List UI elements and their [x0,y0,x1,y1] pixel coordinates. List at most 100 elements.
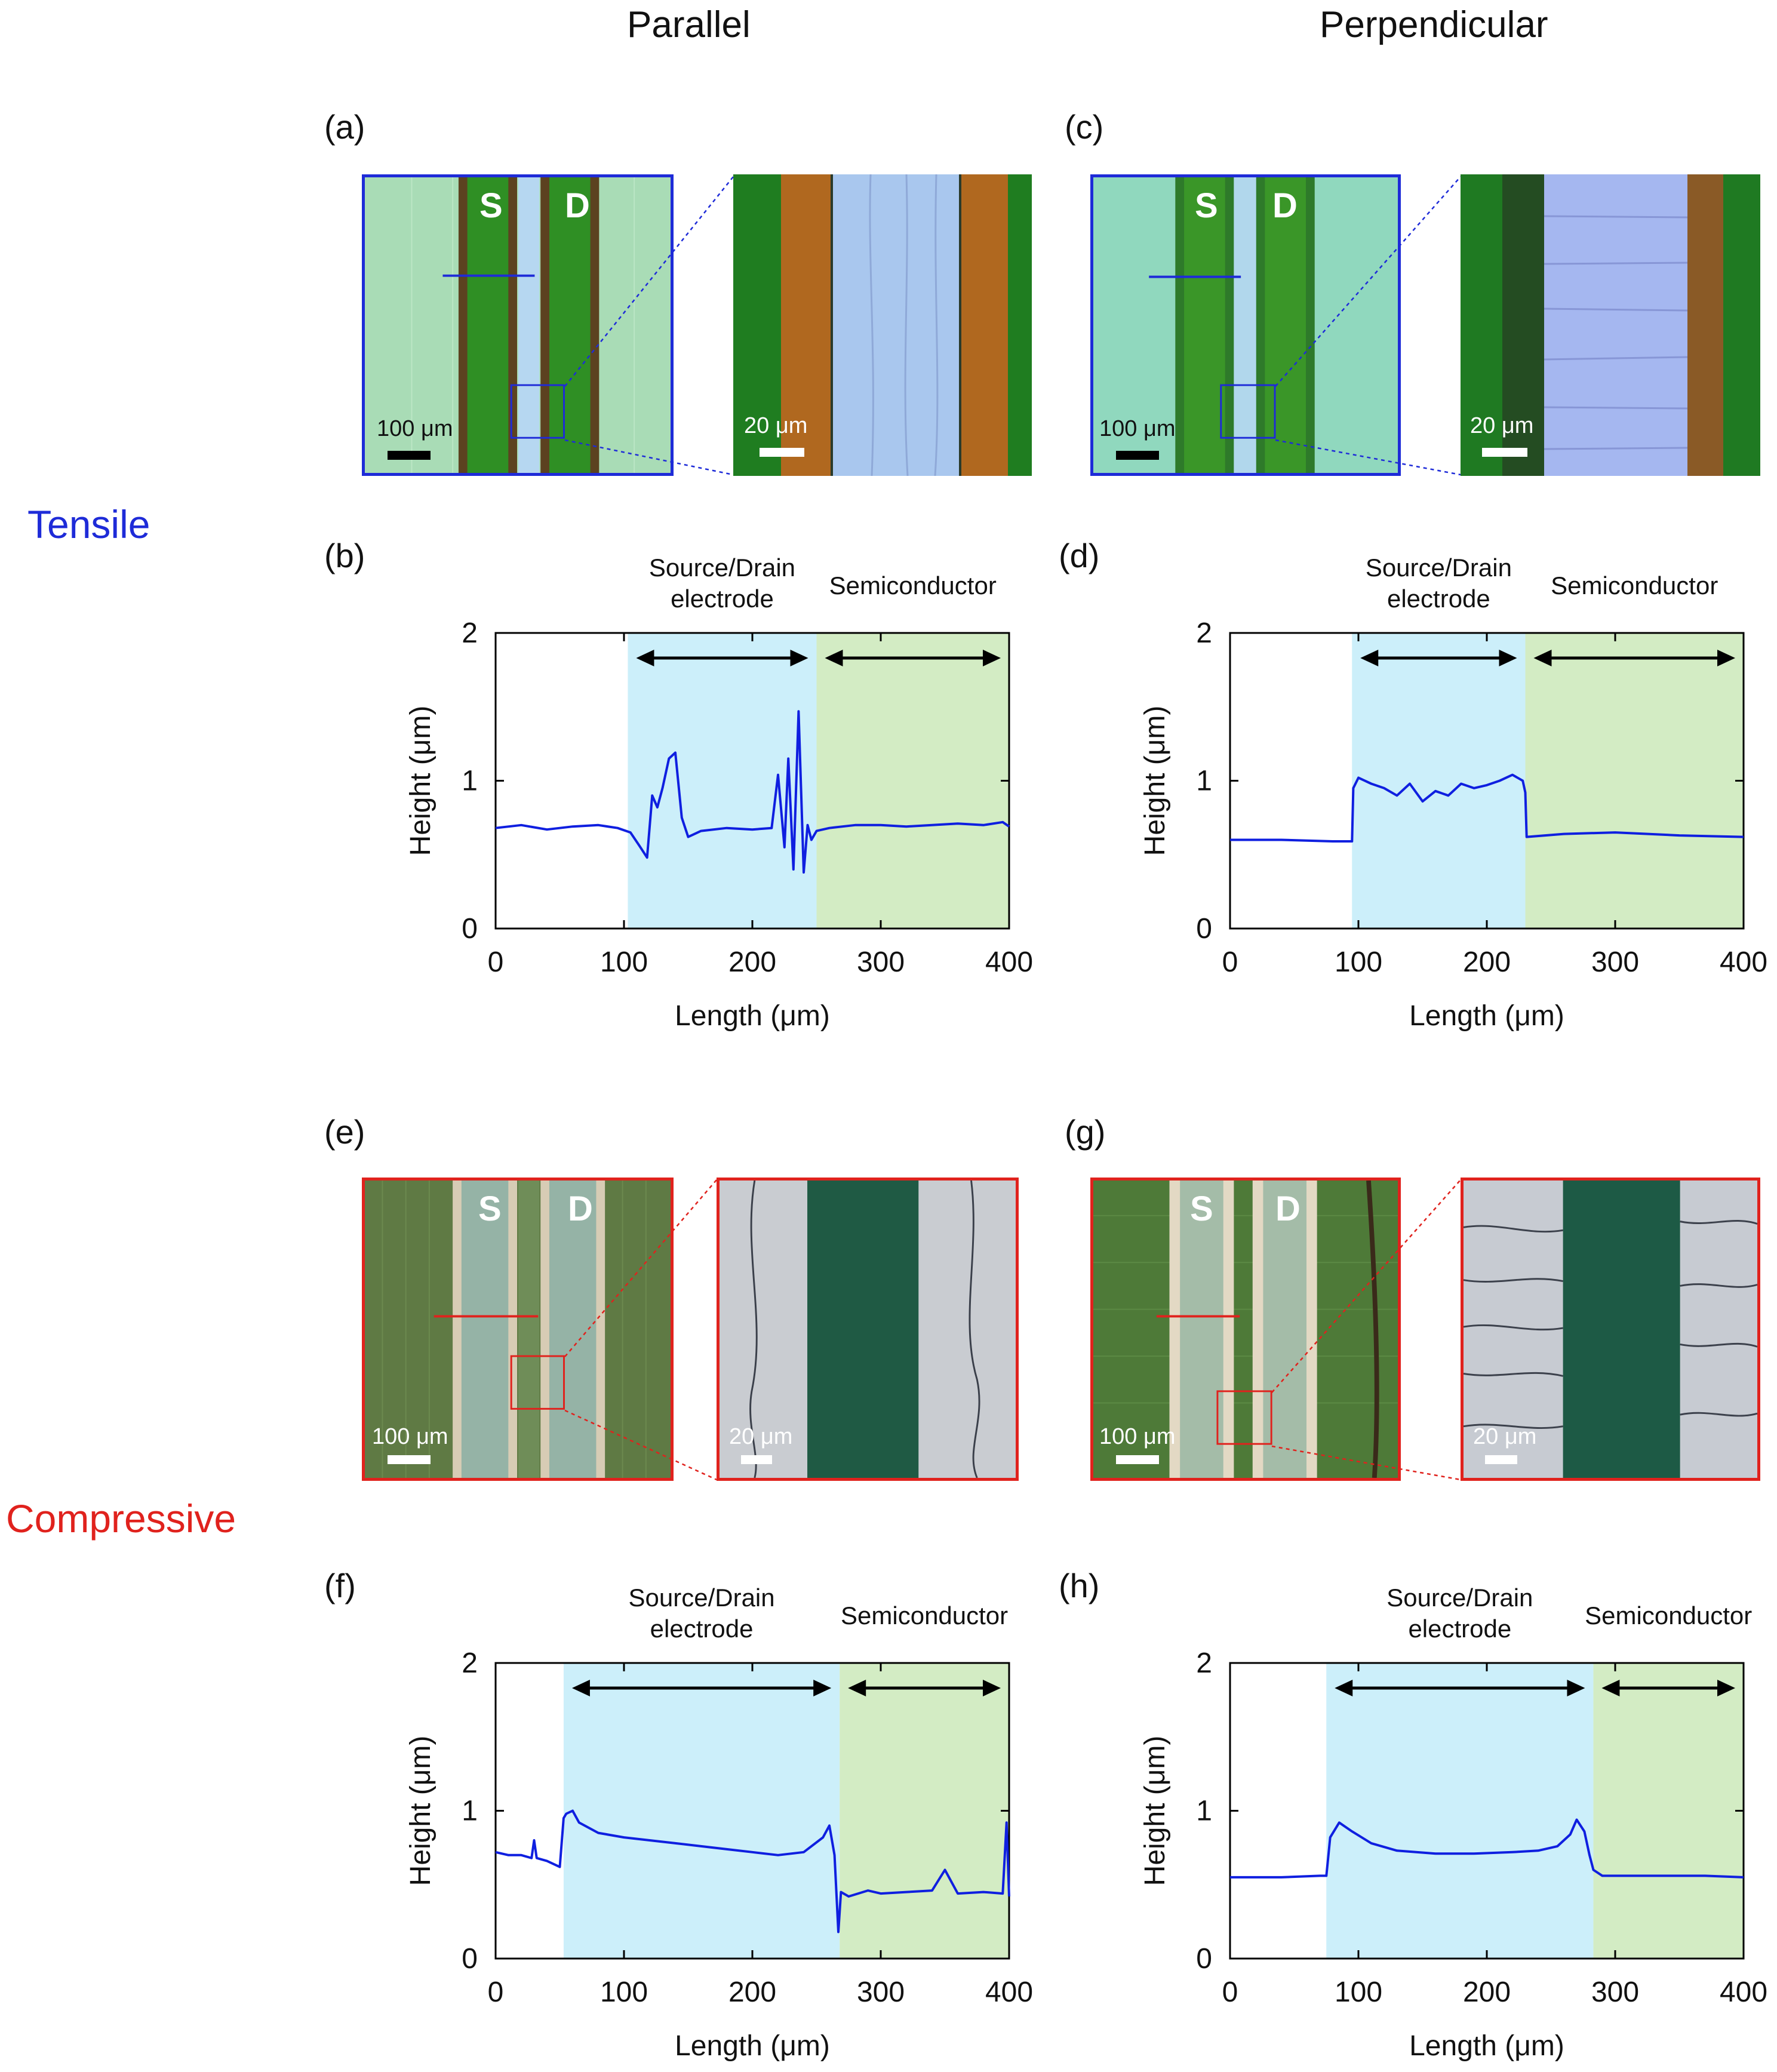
drain-label-e: D [568,1189,593,1228]
panel-label-c: (c) [1065,108,1104,146]
source-label-e: S [478,1189,502,1228]
micrograph-c-zoom-image [1461,174,1760,476]
scale-text-c: 100 μm [1099,416,1176,441]
y-tick-label: 1 [462,1796,478,1827]
source-label-c: S [1195,186,1218,225]
panel-label-g: (g) [1065,1113,1106,1151]
x-tick-label: 300 [1591,946,1639,978]
source-label-g: S [1190,1189,1213,1228]
x-axis-label: Length (μm) [1409,1000,1564,1032]
x-axis-label: Length (μm) [675,2030,830,2062]
scale-text-g: 100 μm [1099,1424,1176,1449]
micrograph-e-overview: S D 100 μm [362,1178,674,1481]
x-tick-label: 100 [600,1976,648,2008]
y-tick-label: 0 [1196,1943,1212,1975]
zoom-scale-text-c: 20 μm [1470,413,1534,438]
region-band [1593,1663,1744,1959]
region-band [628,633,817,929]
x-tick-label: 400 [1720,1976,1767,2008]
x-tick-label: 0 [1222,946,1238,978]
drain-label-c: D [1272,186,1298,225]
y-tick-label: 2 [462,1647,478,1679]
zoom-scale-bar-a [760,448,804,457]
y-axis-label: Height (μm) [405,1736,436,1886]
micrograph-g-zoom-image [1464,1181,1757,1478]
zoom-scale-text-a: 20 μm [744,413,808,438]
y-axis-label: Height (μm) [1139,706,1171,856]
drain-label-g: D [1275,1189,1301,1228]
region-arrow-head-right [1567,1680,1585,1696]
y-axis-label: Height (μm) [405,706,436,856]
region-arrow-head-right [1717,1680,1735,1696]
y-tick-label: 2 [1196,1647,1212,1679]
region-band [1326,1663,1594,1959]
region-arrow-head-right [813,1680,832,1696]
scale-bar-e [388,1455,431,1464]
x-tick-label: 300 [857,946,905,978]
region-arrow-head-right [983,1680,1001,1696]
x-axis-label: Length (μm) [675,1000,830,1032]
x-axis-label: Length (μm) [1409,2030,1564,2062]
chart-b: (b) Source/Drain electrode Semiconductor 0 10… [324,537,1033,1032]
region-arrow-head-left [1360,650,1379,666]
region-arrow-head-left [1601,1680,1620,1696]
region-label: Semiconductor [1585,1601,1752,1630]
y-tick-label: 1 [462,766,478,797]
y-tick-label: 1 [1196,766,1212,797]
micrograph-c-overview: S D 100 μm [1090,174,1401,476]
panel-label: (d) [1059,537,1099,574]
panel-label: (f) [324,1567,356,1604]
region-arrow-head-left [1335,1680,1353,1696]
x-tick-label: 0 [1222,1976,1238,2008]
x-tick-label: 300 [1591,1976,1639,2008]
zoom-scale-bar-e [741,1455,772,1464]
y-tick-label: 0 [1196,913,1212,945]
height-profile-line [1230,1818,1744,1879]
region-label: Source/Drain electrode [1386,1584,1533,1643]
region-band [563,1663,840,1959]
region-arrow-head-right [1499,650,1517,666]
micrograph-a-zoom: 20 μm [733,174,1032,476]
x-tick-label: 400 [985,1976,1033,2008]
x-tick-label: 200 [1463,946,1511,978]
zoom-scale-bar-g [1485,1455,1517,1464]
region-band [816,633,1009,929]
x-tick-label: 300 [857,1976,905,2008]
panel-label-e: (e) [324,1113,365,1151]
region-label: Semiconductor [829,571,997,600]
height-profile-line [495,1809,1010,1933]
region-arrow-head-left [571,1680,590,1696]
panel-label: (b) [324,537,365,574]
region-label: Semiconductor [1551,571,1718,600]
column-title-perpendicular: Perpendicular [1320,4,1548,45]
x-tick-label: 100 [600,946,648,978]
region-label: Source/Drain electrode [649,554,795,613]
y-tick-label: 2 [1196,617,1212,649]
height-profile-line [1230,773,1744,843]
column-title-parallel: Parallel [627,4,751,45]
micrograph-c-zoom: 20 μm [1461,174,1760,476]
micrograph-e-zoom: 20 μm [717,1178,1019,1481]
scale-bar-a [388,451,431,460]
region-arrow-head-right [1717,650,1735,666]
micrograph-g-zoom: 20 μm [1461,1178,1760,1481]
row-title-compressive: Compressive [6,1496,236,1541]
height-profile-line [495,710,1010,874]
x-tick-label: 100 [1335,1976,1382,2008]
y-tick-label: 2 [462,617,478,649]
x-tick-label: 0 [488,946,504,978]
scale-bar-g [1116,1455,1159,1464]
drain-label-a: D [565,186,590,225]
zoom-scale-bar-c [1482,448,1527,457]
y-tick-label: 0 [462,1943,478,1975]
panel-label-a: (a) [324,108,365,146]
x-tick-label: 400 [1720,946,1767,978]
panel-label: (h) [1059,1567,1099,1604]
y-tick-label: 1 [1196,1796,1212,1827]
x-tick-label: 200 [728,946,776,978]
zoom-scale-text-e: 20 μm [729,1424,793,1449]
x-tick-label: 100 [1335,946,1382,978]
